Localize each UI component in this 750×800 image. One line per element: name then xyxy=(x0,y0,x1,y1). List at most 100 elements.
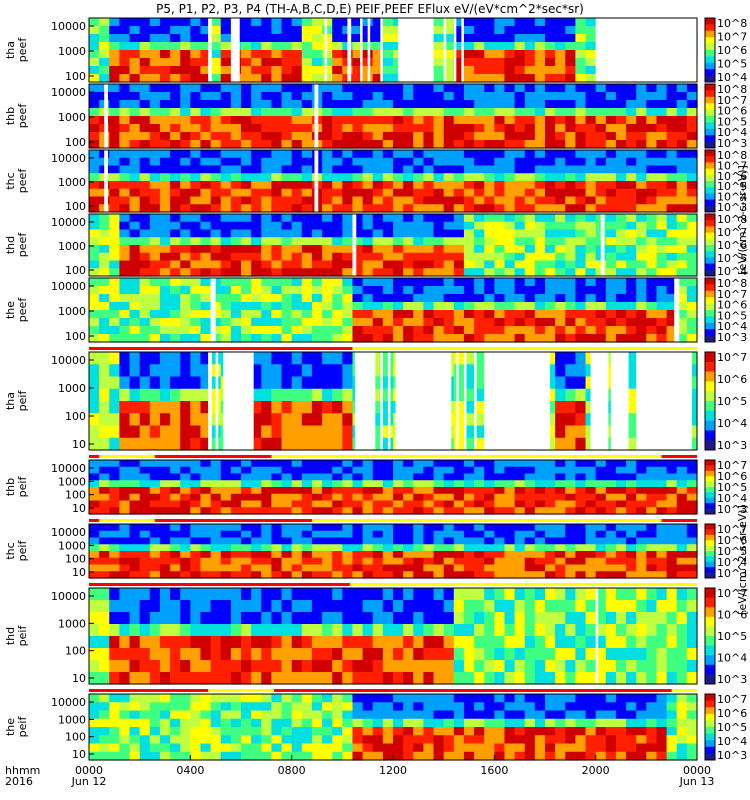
spectrogram-cell xyxy=(443,100,455,109)
spectrogram-cell xyxy=(210,743,222,753)
spectrogram-cell xyxy=(555,480,566,488)
spectrogram-cell xyxy=(261,588,272,601)
spectrogram-cell xyxy=(342,334,354,343)
spectrogram-cell xyxy=(159,42,171,51)
spectrogram-cell xyxy=(200,74,212,83)
spectrogram-cell xyxy=(190,530,202,539)
spectrogram-cell xyxy=(281,318,293,327)
spectrogram-cell xyxy=(372,157,384,167)
spectrogram-cell xyxy=(271,229,283,238)
spectrogram-cell xyxy=(504,660,516,673)
spectrogram-cell xyxy=(595,557,607,566)
spectrogram-cell xyxy=(159,600,171,613)
spectrogram-cell xyxy=(443,636,455,649)
spectrogram-cell xyxy=(180,727,191,736)
spectrogram-cell xyxy=(281,600,293,613)
spectrogram-cell xyxy=(210,751,222,761)
spectrogram-cell xyxy=(514,245,526,254)
spectrogram-cell xyxy=(443,58,455,67)
spectrogram-cell xyxy=(99,636,110,649)
spectrogram-cell xyxy=(180,376,191,390)
spectrogram-cell xyxy=(565,718,576,728)
spectrogram-cell xyxy=(342,524,354,532)
data-gap xyxy=(210,278,216,342)
spectrogram-cell xyxy=(139,401,151,414)
spectrogram-cell xyxy=(595,84,607,93)
spectrogram-cell xyxy=(605,181,617,190)
spectrogram-cell xyxy=(271,42,283,51)
spectrogram-cell xyxy=(534,487,546,495)
colorbar-segment xyxy=(705,391,715,402)
spectrogram-cell xyxy=(99,500,110,508)
spectrogram-cell xyxy=(534,694,546,703)
spectrogram-cell xyxy=(241,612,252,625)
spectrogram-cell xyxy=(676,544,688,552)
spectrogram-cell xyxy=(575,92,587,101)
spectrogram-cell xyxy=(372,58,384,67)
spectrogram-cell xyxy=(159,140,171,149)
spectrogram-cell xyxy=(565,530,576,539)
spectrogram-cell xyxy=(626,140,637,149)
spectrogram-cell xyxy=(159,84,171,93)
spectrogram-cell xyxy=(342,268,354,277)
spectrogram-cell xyxy=(615,278,627,287)
spectrogram-cell xyxy=(585,108,597,117)
spectrogram-cell xyxy=(170,473,181,481)
spectrogram-cell xyxy=(433,727,445,736)
spectrogram-cell xyxy=(109,74,120,83)
spectrogram-cell xyxy=(585,204,597,213)
colorbar-tick-label: 10^4 xyxy=(717,320,747,333)
spectrogram-cell xyxy=(565,551,576,559)
spectrogram-cell xyxy=(504,743,516,753)
spectrogram-cell xyxy=(565,221,576,231)
spectrogram-cell xyxy=(301,294,313,303)
spectrogram-cell xyxy=(463,551,475,559)
spectrogram-cell xyxy=(311,493,323,502)
spectrogram-cell xyxy=(504,252,516,262)
spectrogram-cell xyxy=(311,648,323,661)
spectrogram-cell xyxy=(403,743,414,753)
spectrogram-cell xyxy=(362,624,374,637)
spectrogram-cell xyxy=(423,108,435,117)
spectrogram-cell xyxy=(474,302,485,311)
spectrogram-cell xyxy=(200,551,212,559)
spectrogram-cell xyxy=(433,50,445,59)
spectrogram-cell xyxy=(413,710,424,720)
spectrogram-cell xyxy=(200,214,212,223)
spectrogram-cell xyxy=(453,278,465,287)
spectrogram-cell xyxy=(281,237,293,246)
spectrogram-cell xyxy=(159,326,171,335)
spectrogram-cell xyxy=(595,612,607,625)
spectrogram-cell xyxy=(149,571,161,579)
spectrogram-cell xyxy=(261,140,272,149)
spectrogram-cell xyxy=(555,636,566,649)
spectrogram-cell xyxy=(210,735,222,745)
spectrogram-cell xyxy=(200,376,212,390)
spectrogram-cell xyxy=(626,132,637,141)
spectrogram-cell xyxy=(575,413,587,427)
spectrogram-cell xyxy=(646,487,658,495)
spectrogram-cell xyxy=(555,318,566,327)
spectrogram-cell xyxy=(626,660,637,673)
spectrogram-cell xyxy=(393,245,404,254)
colorbar-frame xyxy=(704,587,716,685)
spectrogram-cell xyxy=(89,735,100,745)
spectrogram-cell xyxy=(220,286,232,295)
spectrogram-cell xyxy=(646,551,658,559)
panel-frame xyxy=(88,213,698,277)
spectrogram-cell xyxy=(494,229,506,238)
spectrogram-cell xyxy=(413,116,424,125)
spectrogram-cell xyxy=(636,268,647,277)
spectrogram-cell xyxy=(626,401,637,414)
spectrogram-cell xyxy=(433,221,445,231)
spectrogram-cell xyxy=(494,612,506,625)
spectrogram-cell xyxy=(342,108,354,117)
spectrogram-cell xyxy=(595,500,607,508)
spectrogram-cell xyxy=(686,413,698,427)
spectrogram-cell xyxy=(585,50,597,59)
spectrogram-cell xyxy=(119,204,131,213)
spectrogram-cell xyxy=(463,401,475,414)
spectrogram-cell xyxy=(281,672,293,685)
spectrogram-cell xyxy=(686,612,698,625)
spectrogram-cell xyxy=(626,157,637,167)
